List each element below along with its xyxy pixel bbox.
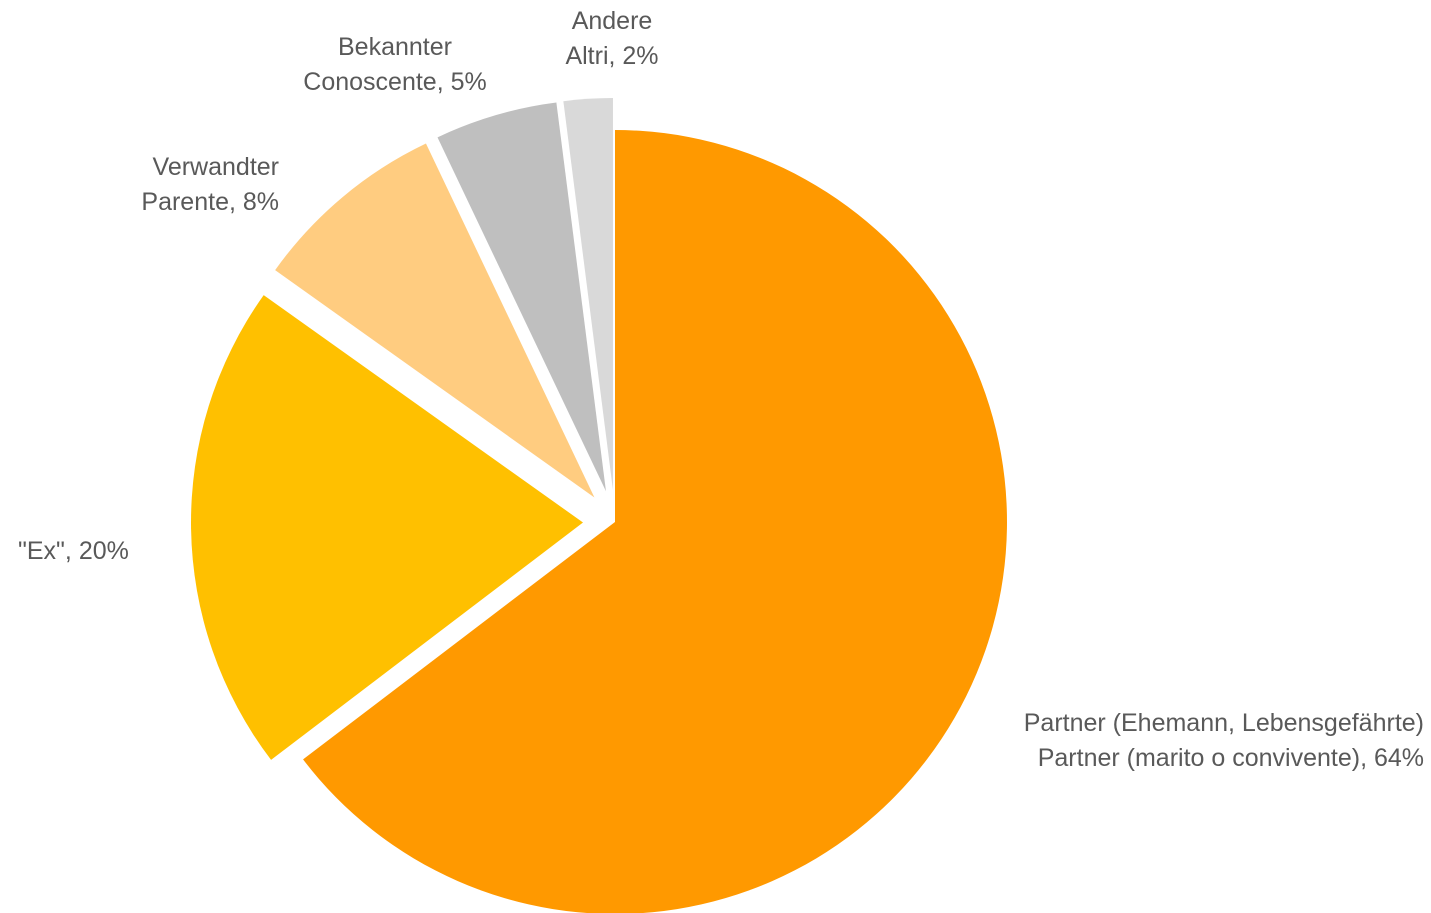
slice-label-bekannter: Bekannter Conoscente, 5% [303, 30, 486, 100]
slice-label-verwandter-line2: Parente, 8% [141, 185, 279, 220]
slice-label-ex: "Ex", 20% [18, 534, 129, 569]
slice-label-bekannter-line2: Conoscente, 5% [303, 65, 486, 100]
slice-label-partner-line1: Partner (Ehemann, Lebensgefährte) [1024, 706, 1424, 741]
slice-label-andere-line2: Altri, 2% [565, 39, 658, 74]
slice-label-partner-line2: Partner (marito o convivente), 64% [1024, 741, 1424, 776]
slice-label-partner: Partner (Ehemann, Lebensgefährte) Partne… [1024, 706, 1424, 776]
slice-label-verwandter-line1: Verwandter [141, 150, 279, 185]
slice-label-andere-line1: Andere [565, 4, 658, 39]
slice-label-verwandter: Verwandter Parente, 8% [141, 150, 279, 220]
slice-label-andere: Andere Altri, 2% [565, 4, 658, 74]
slice-label-ex-line1: "Ex", 20% [18, 534, 129, 569]
slice-label-bekannter-line1: Bekannter [303, 30, 486, 65]
